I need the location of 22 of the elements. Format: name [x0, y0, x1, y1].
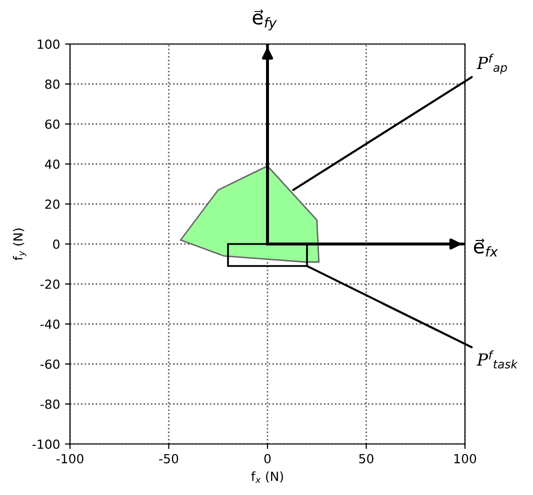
- annotation: P$^{f}$$_{ap}$: [476, 54, 507, 74]
- annotation: e⃗$_{fx}$: [474, 238, 498, 257]
- y-tick-label: 80: [45, 79, 60, 89]
- y-tick-label: -100: [32, 439, 60, 449]
- y-tick-label: 0: [53, 239, 60, 249]
- y-tick-label: 60: [45, 119, 60, 129]
- annotation: e⃗$_{fy}$: [252, 10, 277, 30]
- x-tick-label: -50: [159, 454, 178, 464]
- annotation: P$^{f}$$_{task}$: [476, 350, 518, 369]
- y-tick-label: 40: [44, 159, 60, 169]
- x-tick-label: -100: [56, 454, 84, 464]
- y-tick-label: 100: [38, 39, 60, 49]
- y-tick-label: 20: [45, 199, 60, 209]
- y-tick-label: -80: [40, 399, 60, 409]
- y-tick-label: -40: [40, 319, 60, 329]
- y-tick-label: -20: [40, 279, 60, 289]
- x-tick-label: 50: [359, 454, 374, 464]
- x-axis-title: f$_{x}$ (N): [251, 471, 283, 483]
- x-tick-label: 0: [264, 454, 271, 464]
- y-axis-title: f$_{y}$ (N): [12, 228, 26, 260]
- y-tick-label: -60: [40, 359, 60, 369]
- x-tick-label: 100: [454, 454, 476, 464]
